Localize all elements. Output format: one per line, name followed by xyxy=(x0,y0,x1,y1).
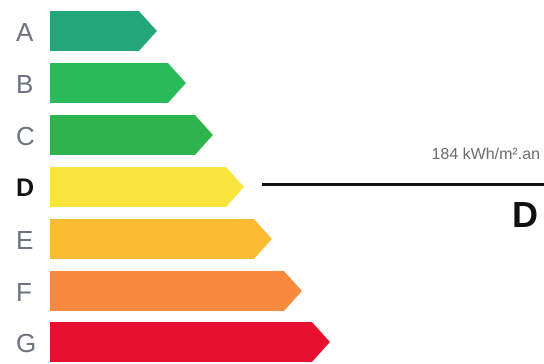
energy-class-letter: F xyxy=(16,277,32,307)
energy-class-letter: E xyxy=(16,225,34,255)
energy-class-row-e: E xyxy=(0,219,280,261)
energy-class-letter: C xyxy=(16,121,35,151)
energy-class-row-b: B xyxy=(0,63,190,105)
energy-class-row-f: F xyxy=(0,271,310,313)
energy-class-row-a: A xyxy=(0,11,160,53)
energy-class-letter: D xyxy=(16,174,35,202)
energy-class-bar-d xyxy=(50,167,244,207)
energy-class-bar-a xyxy=(50,11,157,51)
energy-class-bar-e xyxy=(50,219,272,259)
energy-class-bar-c xyxy=(50,115,213,155)
energy-class-letter: A xyxy=(16,17,34,47)
consumption-value: 184 kWh/m².an xyxy=(431,146,540,163)
energy-class-row-c: C xyxy=(0,115,220,157)
energy-class-row-d: D xyxy=(0,167,250,209)
energy-class-letter: B xyxy=(16,69,34,99)
energy-class-letter: G xyxy=(16,328,37,358)
marker-class-label: D xyxy=(512,194,538,235)
marker-line xyxy=(262,183,544,186)
energy-class-row-g: G xyxy=(0,322,335,364)
energy-class-bar-g xyxy=(50,322,330,362)
energy-class-bar-b xyxy=(50,63,186,103)
energy-class-bar-f xyxy=(50,271,302,311)
